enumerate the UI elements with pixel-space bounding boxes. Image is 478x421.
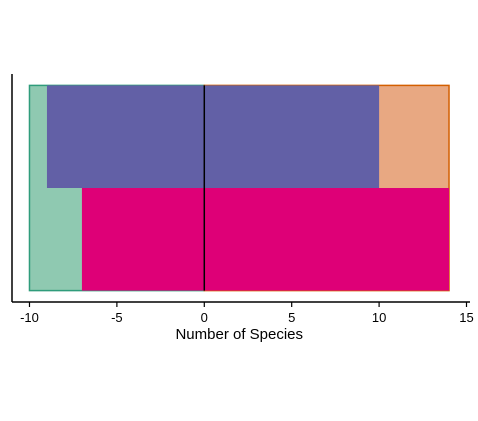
x-axis-label: Number of Species (175, 326, 303, 343)
x-tick-label: -5 (111, 310, 123, 325)
x-tick-label: -10 (20, 310, 39, 325)
bar-1 (81, 188, 450, 291)
x-tick-label: 5 (288, 310, 295, 325)
x-tick-label: 0 (201, 310, 208, 325)
x-tick-label: 15 (459, 310, 473, 325)
bar-0 (46, 85, 380, 188)
x-tick-label: 10 (372, 310, 386, 325)
bars (46, 85, 450, 291)
axes: -10 -5 0 5 10 15 (11, 74, 474, 325)
